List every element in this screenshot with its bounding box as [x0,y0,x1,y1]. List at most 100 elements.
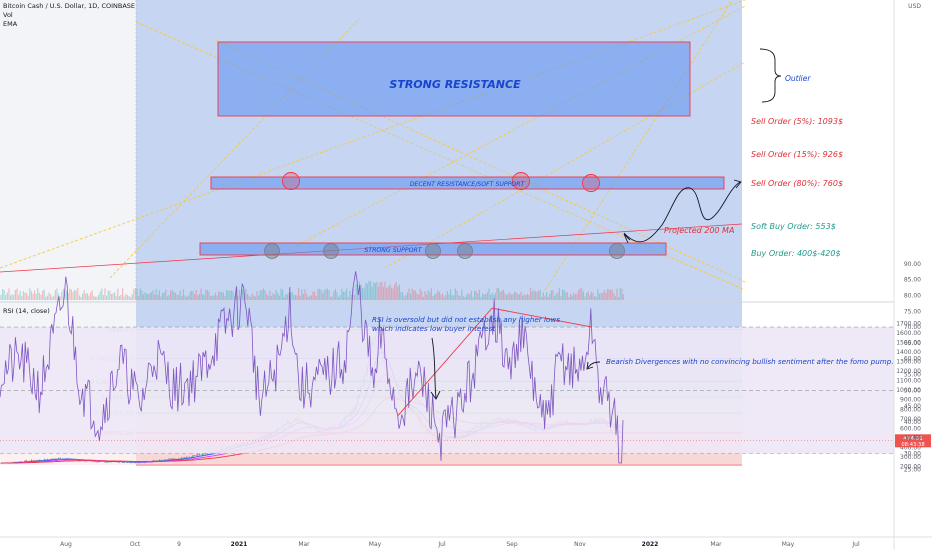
resistance-touch-circle [582,174,600,192]
volume-bar [470,290,472,300]
volume-bar [482,293,484,300]
projected-ma-label: Projected 200 MA [664,226,734,235]
volume-bar [400,291,402,300]
volume-bar [597,289,599,300]
volume-bar [282,289,284,300]
volume-bar [390,287,392,300]
volume-bar [603,290,605,300]
time-tick-label: Mar [710,541,722,548]
volume-bar [120,294,122,300]
candle-body [45,459,47,461]
volume-bar [22,291,24,300]
projection-arrow [733,179,742,189]
volume-bar [307,296,309,300]
volume-bar [411,288,413,300]
volume-bar [467,292,469,300]
candle-body [106,462,108,463]
volume-bar [394,284,396,300]
volume-bar [557,292,559,300]
rsi-tick-label: 75.00 [904,308,921,315]
volume-bar [288,292,290,300]
volume-bar [371,286,373,300]
volume-bar [472,296,474,300]
volume-bar [536,291,538,300]
price-countdown: 08:43:38 [901,442,924,448]
volume-bar [85,293,87,300]
volume-bar [251,293,253,300]
rsi-panel[interactable] [0,271,894,464]
decent-resistance-box [210,176,725,190]
volume-bar [101,288,103,300]
last-price-value: 474.61 [903,436,923,442]
volume-bar [290,292,292,300]
volume-bar [427,290,429,300]
candle-body [165,459,167,461]
trend-line [544,0,733,291]
volume-bar [218,291,220,300]
volume-bar [490,294,492,300]
ema-indicator-label[interactable]: EMA [3,20,18,28]
volume-bar [485,294,487,300]
sell-order-80-label: Sell Order (80%): 760$ [751,179,843,188]
symbol-title[interactable]: Bitcoin Cash / U.S. Dollar, 1D, COINBASE [3,2,136,10]
last-price-tag [895,434,931,448]
volume-bar [213,295,215,300]
volume-bar [200,288,202,300]
volume-bar [450,289,452,300]
volume-bar [512,294,514,300]
volume-bar [56,288,58,300]
volume-bar [330,296,332,300]
volume-bar [291,292,293,300]
bearish-note-arrow [587,361,601,369]
volume-bar [195,290,197,300]
volume-bar [130,296,132,300]
volume-bar [432,296,434,300]
volume-bar [294,295,296,300]
volume-bar [362,288,364,300]
volume-bar [304,289,306,300]
support-touch-circle [264,243,280,259]
trend-line [0,0,746,269]
volume-bar [146,293,148,300]
volume-bar [413,290,415,300]
volume-bar [547,296,549,300]
volume-bar [549,293,551,300]
volume-bar [442,293,444,300]
volume-indicator-label[interactable]: Vol [3,11,13,19]
volume-bar [194,294,196,300]
volume-bar [227,291,229,300]
time-tick-label: May [369,541,382,548]
price-tick-label: 1200.00 [896,368,921,375]
resistance-touch-circle [512,172,530,190]
volume-bar [253,295,255,300]
volume-bar [128,296,130,300]
volume-bar [365,282,367,300]
candle-body [46,459,48,461]
volume-bar [581,288,583,300]
volume-bar [96,296,98,300]
price-tick-label: 1700.00 [896,320,921,327]
volume-bar [77,288,79,300]
volume-bar [174,292,176,300]
outlier-label: Outlier [785,74,811,83]
candle-body [48,459,50,460]
volume-bar [229,290,231,300]
volume-bar [613,293,615,300]
price-tick-label: 800.00 [900,406,921,413]
volume-bar [363,287,365,300]
volume-bar [98,294,100,300]
volume-bar [517,293,519,300]
time-tick-label: Aug [60,541,72,548]
volume-bar [315,295,317,300]
volume-bar [115,295,117,300]
candle-body [190,456,192,458]
candle-body [168,458,170,460]
rsi-legend[interactable]: RSI (14, close) [3,307,50,315]
candle-body [160,459,162,461]
volume-bar [346,288,348,300]
volume-bar [234,296,236,300]
price-tick-label: 900.00 [900,397,921,404]
volume-bar [123,296,125,300]
